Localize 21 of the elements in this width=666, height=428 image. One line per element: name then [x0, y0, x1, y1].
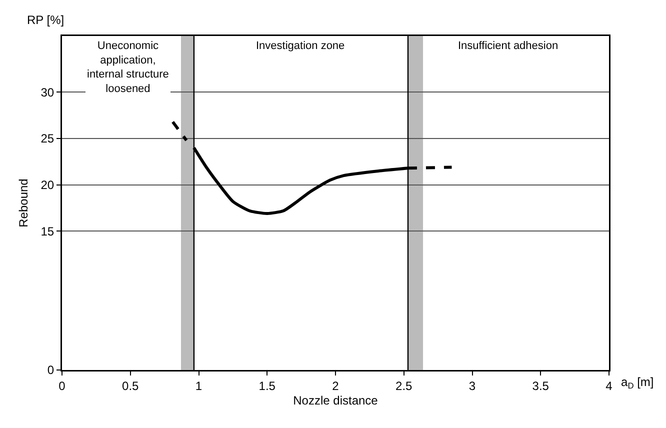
- x-tick-label: 2: [332, 378, 340, 393]
- x-tick-label: 4: [606, 378, 613, 393]
- text: RP [%]: [27, 13, 64, 27]
- annotation: Investigation zone: [256, 40, 345, 52]
- annotation: Insufficient adhesion: [458, 40, 558, 52]
- y-tick-label: 0: [47, 363, 54, 378]
- x-tick-label: 0.5: [122, 378, 140, 393]
- y-tick-label: 25: [40, 132, 54, 146]
- x-tick-label: 2.5: [396, 378, 413, 393]
- y-axis-title: Rebound: [16, 178, 30, 228]
- x-tick-label: 0: [58, 378, 66, 393]
- y-tick-label: 30: [40, 85, 54, 100]
- annotation: Uneconomic application, internal structure loosened: [87, 40, 169, 95]
- x-tick-label: 3.5: [532, 378, 550, 393]
- y-tick-label: 20: [40, 178, 54, 192]
- text: a$_{D}$ [m]: [621, 375, 654, 391]
- x-tick-label: 1: [195, 378, 202, 393]
- x-tick-label: 1.5: [258, 378, 276, 393]
- x-tick-label: 3: [468, 378, 476, 393]
- x-axis-title: Nozzle distance: [293, 394, 378, 408]
- y-tick-label: 15: [40, 224, 54, 238]
